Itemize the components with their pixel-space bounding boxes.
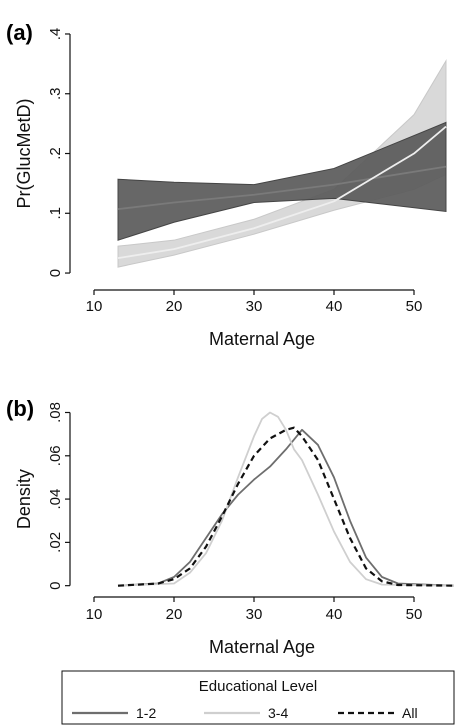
panel-b-y-tick-label: 0 xyxy=(47,581,64,589)
legend-label-all: All xyxy=(402,705,418,721)
legend: Educational Level 1-2 3-4 All xyxy=(61,670,455,725)
panel-b-x-tick-label: 20 xyxy=(166,606,183,623)
panel-b-tag: (b) xyxy=(6,396,34,421)
panel-a-x-tick-label: 50 xyxy=(406,298,423,315)
legend-box xyxy=(61,670,455,725)
panel-b-x-axis-title: Maternal Age xyxy=(209,637,315,657)
panel-a-ci-bands xyxy=(117,59,447,268)
panel-b-x-tick-label: 50 xyxy=(406,606,423,623)
legend-label-3-4: 3-4 xyxy=(268,705,288,721)
panel-a-y-ticks: 0 .1 .2 .3 .4 xyxy=(47,28,70,277)
panel-a-x-tick-label: 40 xyxy=(326,298,343,315)
panel-b-y-tick-label: .02 xyxy=(47,532,64,553)
panel-b-x-ticks: 10 20 30 40 50 xyxy=(86,597,423,623)
panel-b-x-tick-label: 40 xyxy=(326,606,343,623)
panel-a-y-tick-label: .2 xyxy=(47,147,64,160)
panel-b-line-3-4 xyxy=(117,411,455,587)
panel-a-y-tick-label: .3 xyxy=(47,87,64,100)
panel-a-x-axis-title: Maternal Age xyxy=(209,329,315,349)
panel-a-x-tick-label: 30 xyxy=(246,298,263,315)
panel-a-ci-band-1-2 xyxy=(117,121,447,241)
panel-b-lines xyxy=(117,411,455,587)
panel-b-x-tick-label: 30 xyxy=(246,606,263,623)
panel-a-y-tick-label: .1 xyxy=(47,207,64,220)
panel-a-lines xyxy=(117,125,447,259)
panel-b-y-tick-label: .06 xyxy=(47,445,64,466)
panel-b-line-1-2 xyxy=(117,428,455,587)
panel-a-x-tick-label: 20 xyxy=(166,298,183,315)
panel-a-tag: (a) xyxy=(6,20,33,45)
panel-b-y-tick-label: .04 xyxy=(47,489,64,510)
legend-title: Educational Level xyxy=(199,678,317,695)
panel-a-x-tick-label: 10 xyxy=(86,298,103,315)
panel-a-y-tick-label: .4 xyxy=(47,28,64,41)
panel-b-y-axis-title: Density xyxy=(14,469,34,529)
legend-label-1-2: 1-2 xyxy=(136,705,156,721)
panel-b-y-tick-label: .08 xyxy=(47,402,64,423)
panel-a-y-tick-label: 0 xyxy=(47,269,64,277)
panel-a-x-ticks: 10 20 30 40 50 xyxy=(86,290,423,315)
panel-b-y-ticks: 0 .02 .04 .06 .08 xyxy=(47,402,70,590)
legend-items: 1-2 3-4 All xyxy=(72,705,418,721)
panel-b-x-tick-label: 10 xyxy=(86,606,103,623)
panel-b-line-all xyxy=(117,426,455,587)
panel-a-line-3-4 xyxy=(117,125,447,259)
panel-a: (a) 10 20 30 40 50 0 .1 .2 .3 .4 Maternal Age Pr… xyxy=(6,20,447,349)
panel-b: (b) 10 20 30 40 50 0 .02 .04 .06 .08 Maternal Ag… xyxy=(6,396,455,657)
panel-a-y-axis-title: Pr(GlucMetD) xyxy=(14,99,34,209)
